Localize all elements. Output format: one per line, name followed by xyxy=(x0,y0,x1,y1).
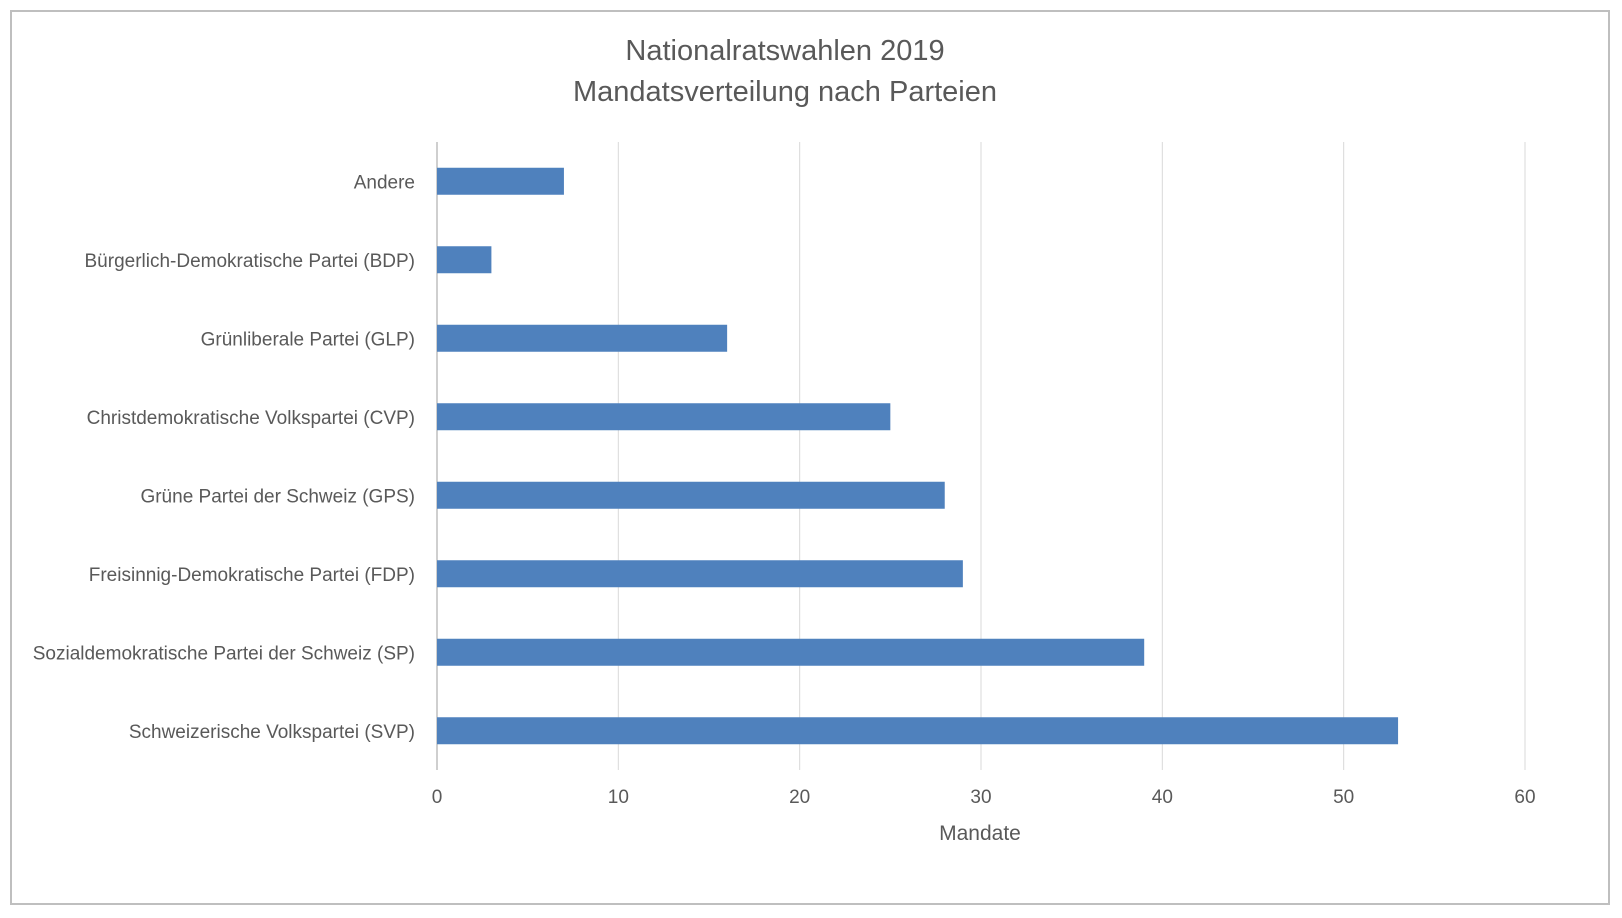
bar xyxy=(437,246,492,274)
bar xyxy=(437,324,728,352)
category-label: Freisinnig-Demokratische Partei (FDP) xyxy=(89,565,415,586)
bar xyxy=(437,560,963,588)
x-tick-label: 20 xyxy=(789,787,810,808)
x-tick-label: 60 xyxy=(1514,787,1535,808)
gridlines xyxy=(436,142,1526,770)
category-label: Grünliberale Partei (GLP) xyxy=(201,329,415,350)
bar xyxy=(437,481,945,509)
x-tick-label: 30 xyxy=(970,787,991,808)
category-label: Grüne Partei der Schweiz (GPS) xyxy=(140,486,415,507)
x-tick-label: 50 xyxy=(1333,787,1354,808)
x-tick-labels: 0 10 20 30 40 50 60 xyxy=(432,787,1536,808)
x-tick-label: 40 xyxy=(1152,787,1173,808)
category-label: Andere xyxy=(354,172,415,193)
x-axis-title: Mandate xyxy=(939,822,1021,845)
bar xyxy=(437,167,564,195)
x-tick-label: 10 xyxy=(608,787,629,808)
bar xyxy=(437,638,1145,666)
bar xyxy=(437,717,1399,745)
category-label: Bürgerlich-Demokratische Partei (BDP) xyxy=(85,251,416,272)
x-tick-label: 0 xyxy=(432,787,443,808)
chart-title-line-1: Nationalratswahlen 2019 xyxy=(625,35,944,67)
chart-title-line-2: Mandatsverteilung nach Parteien xyxy=(573,76,997,108)
category-label: Sozialdemokratische Partei der Schweiz (… xyxy=(33,643,415,664)
category-label: Christdemokratische Volkspartei (CVP) xyxy=(87,408,415,429)
bars xyxy=(437,167,1399,745)
bar xyxy=(437,403,891,431)
category-label: Schweizerische Volkspartei (SVP) xyxy=(129,722,415,743)
category-labels: Andere Bürgerlich-Demokratische Partei (B… xyxy=(33,172,415,743)
